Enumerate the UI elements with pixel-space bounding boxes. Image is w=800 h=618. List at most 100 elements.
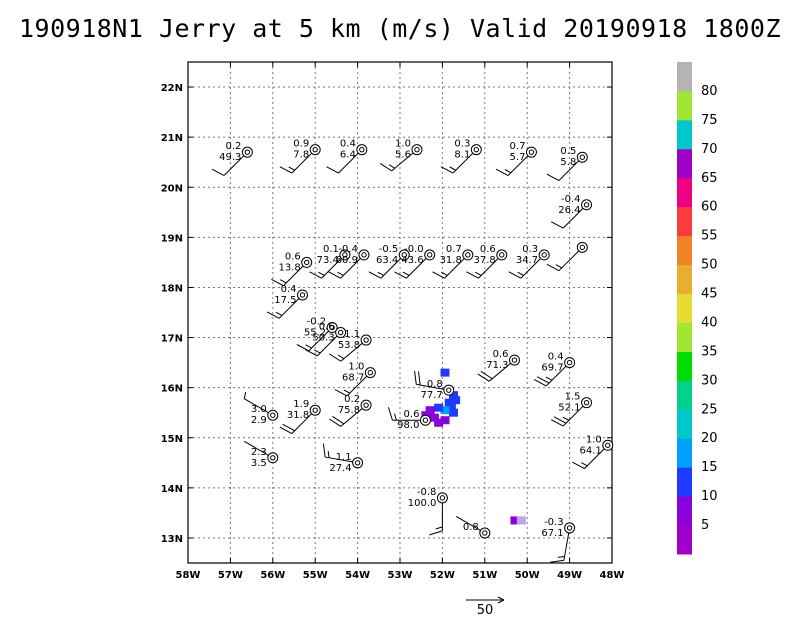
x-tick-label: 51W [472,570,497,581]
x-tick-label: 50W [515,570,540,581]
station-ring [335,327,347,339]
station-ring [525,146,537,158]
wind-cell [429,413,439,422]
y-tick-label: 16N [161,384,183,395]
station-ring [576,241,588,253]
x-tick-label: 55W [303,570,328,581]
wind-barb-feather [379,163,392,172]
wind-barb-feather [282,423,295,432]
wind-barb-half-feather [377,271,384,276]
wind-barb-feather [536,376,550,384]
colorbar-segment [677,409,692,439]
wind-cell [510,516,520,525]
station-value-top: 0.7 [510,141,526,152]
wind-cell [446,403,456,412]
station-dot [361,252,367,258]
station-ring [326,322,338,334]
station-value-bottom: 98.0 [397,420,419,431]
station-value-top: 1.1 [344,329,360,340]
station-dot [465,252,471,258]
station-value-top: 0.8 [463,522,479,533]
station-value-top: 1.0 [395,139,411,150]
station-dot [401,252,407,258]
station-ring [398,249,410,261]
colorbar-segment [677,525,692,555]
wind-barb-shaft [562,204,587,229]
station-dot [414,146,420,153]
station-dot [367,369,374,376]
station-value-bottom: 26.4 [558,205,580,216]
wind-barb-feather [387,407,393,421]
station-value-top: 0.3 [454,139,470,150]
wind-barb-half-feather [402,271,410,276]
wind-barb-half-feather [318,271,325,276]
wind-barb-half-feather [435,526,443,530]
x-tick-label: 54W [345,570,370,581]
x-tick-label: 48W [600,570,625,581]
wind-barb-shaft [562,402,587,427]
station-ring [301,256,313,268]
station-value-bottom: 8.1 [454,150,470,161]
station-value-bottom: 60.9 [336,255,358,266]
wind-barb-half-feather [555,264,563,269]
x-tick-label: 49W [557,570,582,581]
station-value-top: 0.6 [480,244,496,255]
station-dot [528,149,535,155]
station-dot [499,252,505,258]
station-dot [312,407,318,413]
wind-barb-feather [305,349,318,357]
wind-barb-half-feather [343,389,351,394]
station-value-bottom: 49.3 [219,152,241,163]
station-dot [473,146,480,153]
station-value-bottom: 2.9 [251,415,267,426]
station-ring [581,199,593,211]
x-tick-label: 52W [430,570,455,581]
station-value-top: 1.1 [336,452,352,463]
wind-barb-half-feather [562,416,570,421]
reference-vector-head [497,596,505,604]
wind-cell [451,396,461,405]
station-value-bottom: 5.8 [560,157,576,168]
wind-barb-shaft [291,149,316,174]
wind-barb-half-feather [581,462,588,467]
y-tick-label: 21N [161,133,183,144]
wind-barb-shaft [452,149,477,174]
colorbar-label: 40 [701,315,718,330]
wind-barb-shaft [346,372,371,397]
station-value-top: 0.6 [285,251,301,262]
station-dot [482,530,488,536]
wind-cell [434,403,444,412]
wind-barb-half-feather [557,555,565,558]
wind-barb-half-feather [288,166,295,171]
y-tick-label: 13N [161,534,183,545]
station-value-top: 0.1 [323,244,339,255]
station-dot [566,525,573,531]
wind-barb-half-feather [337,354,345,360]
wind-cell [425,406,435,415]
wind-cell [449,408,458,417]
station-ring [364,367,376,379]
station-value-top: 1.9 [293,399,309,410]
station-dot [299,292,306,298]
station-value-bottom: 53.8 [338,340,360,351]
wind-barb-feather [466,271,479,279]
wind-barb-feather [429,530,443,536]
colorbar-segment [677,90,692,121]
station-value-top: 0.2 [344,394,360,405]
station-value-bottom: 55.2 [304,328,326,339]
station-ring [267,452,279,464]
wind-barb-feather [440,166,454,174]
station-ring [576,151,588,163]
station-value-top: 0.6 [319,322,335,333]
wind-barb-shaft [444,254,469,279]
station-value-top: 0.8 [427,379,443,390]
station-ring [419,414,431,426]
station-ring [602,439,614,451]
station-value-top: -0.3 [544,517,564,528]
station-dot [579,154,586,160]
colorbar-label: 55 [701,229,718,244]
colorbar-segment [677,293,692,323]
colorbar-label: 45 [701,287,718,302]
station-value-bottom: 7.8 [293,150,309,161]
y-tick-label: 20N [161,183,183,194]
